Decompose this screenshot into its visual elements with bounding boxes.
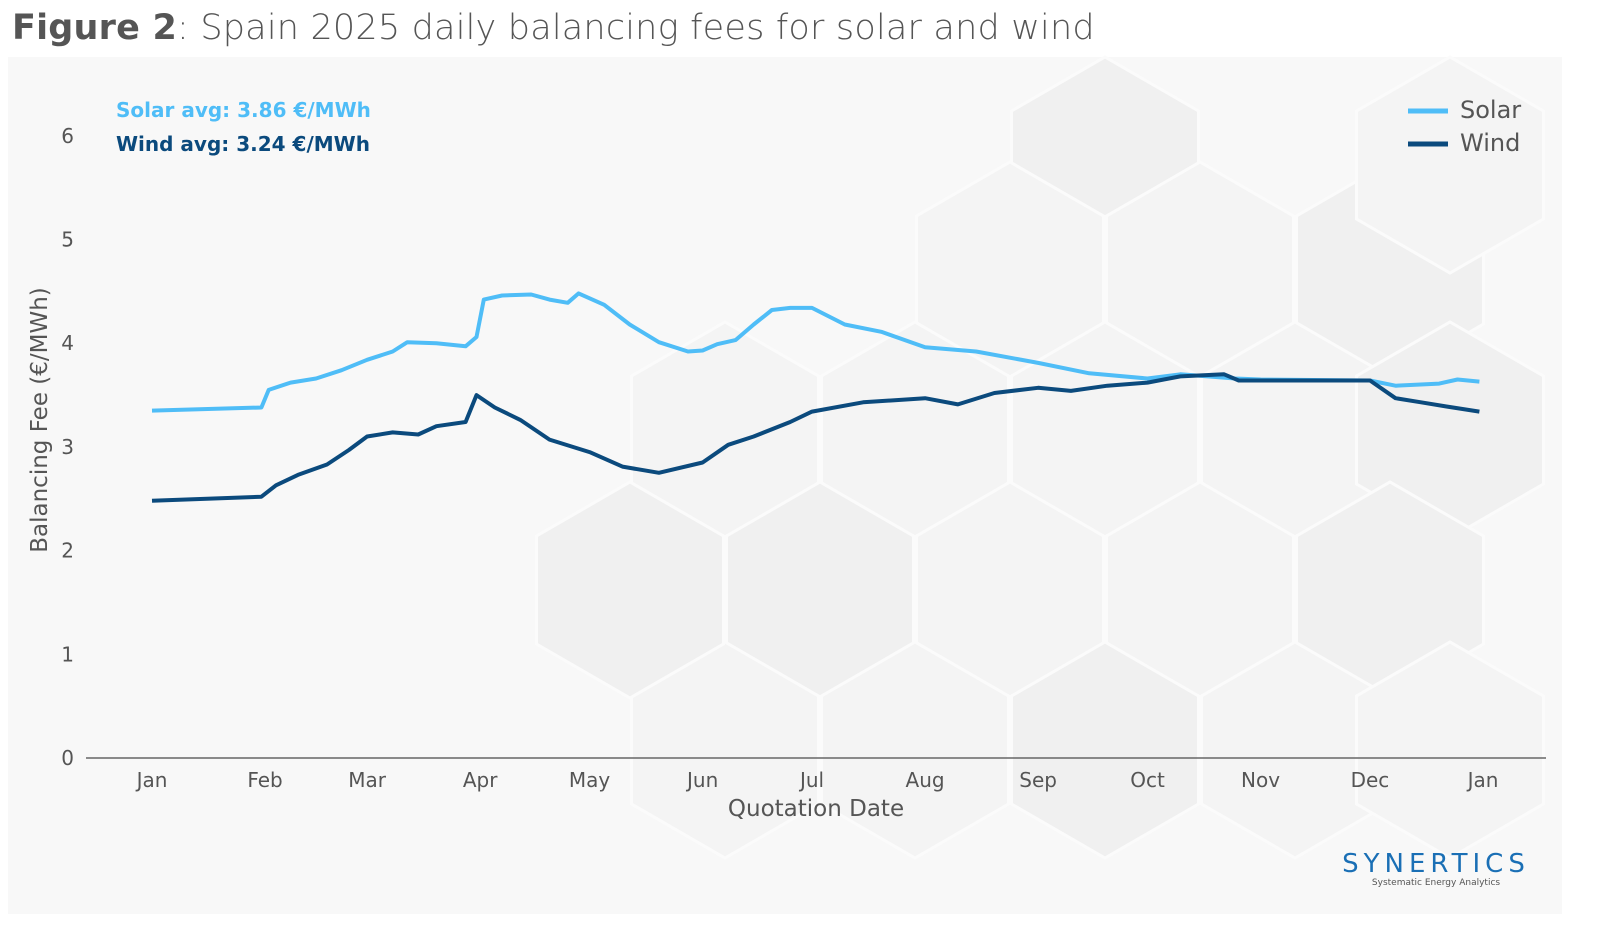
solar-series-line <box>151 291 1480 413</box>
x-tick-label: Feb <box>247 768 282 792</box>
x-tick-label: Jun <box>685 768 718 792</box>
x-tick-label: Aug <box>906 768 945 792</box>
logo-name: SYNERTICS <box>1342 849 1530 879</box>
synertics-logo: SYNERTICS Systematic Energy Analytics <box>1342 849 1530 888</box>
y-axis-label: Balancing Fee (€/MWh) <box>27 287 53 553</box>
x-tick-label: Oct <box>1130 768 1165 792</box>
legend-wind-label: Wind <box>1460 129 1520 157</box>
figure-title: Figure 2: Spain 2025 daily balancing fee… <box>12 8 1095 48</box>
x-tick-label: Jul <box>798 768 824 792</box>
x-tick-label: Jan <box>1466 768 1499 792</box>
figure-title-bold: Figure 2 <box>12 8 178 48</box>
hexagon <box>820 640 1010 860</box>
hexagon <box>1355 640 1545 860</box>
y-tick-label: 4 <box>61 331 74 355</box>
legend-solar-label: Solar <box>1460 96 1521 124</box>
hexagon <box>1355 55 1545 275</box>
x-tick-label: Mar <box>348 768 387 792</box>
x-tick-label: Jan <box>135 768 168 792</box>
x-tick-label: Nov <box>1241 768 1280 792</box>
figure-title-text: : Spain 2025 daily balancing fees for so… <box>177 8 1095 48</box>
x-tick-label: Dec <box>1351 768 1390 792</box>
x-axis-label: Quotation Date <box>728 796 904 822</box>
hexagon <box>535 480 725 700</box>
hexagon <box>1010 640 1200 860</box>
y-tick-label: 2 <box>61 539 74 563</box>
y-tick-label: 5 <box>61 228 74 252</box>
x-tick-label: May <box>569 768 611 792</box>
y-tick-label: 3 <box>61 435 74 459</box>
logo-tagline: Systematic Energy Analytics <box>1372 878 1500 888</box>
legend: Solar Wind <box>1408 96 1521 157</box>
x-tick-label: Apr <box>463 768 498 792</box>
wind-average-annotation: Wind avg: 3.24 €/MWh <box>116 132 370 156</box>
x-tick-label: Sep <box>1019 768 1057 792</box>
y-tick-label: 6 <box>61 124 74 148</box>
hexagon-watermark <box>535 55 1545 860</box>
solar-average-annotation: Solar avg: 3.86 €/MWh <box>116 98 371 122</box>
y-tick-label: 1 <box>61 642 74 666</box>
wind-series-line <box>151 372 1480 503</box>
y-tick-label: 0 <box>61 746 74 770</box>
